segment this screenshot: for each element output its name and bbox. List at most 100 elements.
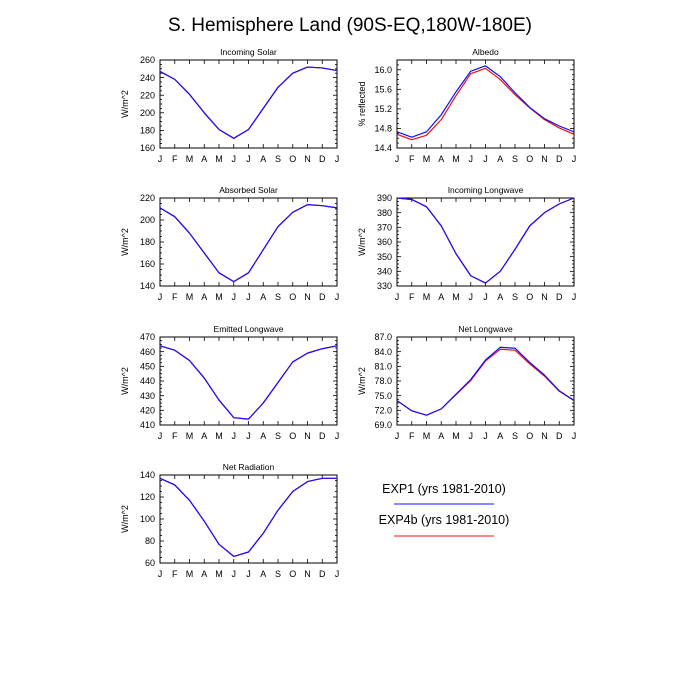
x-tick-label: S	[512, 431, 518, 441]
x-tick-label: D	[319, 154, 326, 164]
x-tick-label: J	[572, 431, 577, 441]
x-tick-label: J	[395, 154, 400, 164]
x-tick-label: J	[158, 292, 163, 302]
x-tick-label: M	[215, 154, 223, 164]
x-tick-label: M	[215, 292, 223, 302]
x-tick-label: M	[423, 431, 431, 441]
x-tick-label: A	[438, 292, 444, 302]
y-tick-label: 75.0	[374, 391, 392, 401]
x-tick-label: J	[469, 292, 474, 302]
x-tick-label: J	[246, 431, 251, 441]
y-axis-label: W/m^2	[120, 367, 130, 395]
x-tick-label: O	[526, 292, 533, 302]
panel-title: Absorbed Solar	[219, 185, 278, 195]
series-line-exp1	[396, 65, 575, 138]
panel-emitted-longwave: Emitted Longwave W/m^2 410 420 430 440 450 460 4…	[120, 324, 339, 441]
y-axis-label: % reflected	[357, 81, 367, 126]
x-tick-label: J	[335, 569, 340, 579]
panel-title: Emitted Longwave	[214, 324, 284, 334]
x-tick-label: O	[289, 431, 296, 441]
x-tick-label: M	[423, 292, 431, 302]
x-tick-label: N	[541, 431, 548, 441]
series-line-exp4b	[159, 66, 338, 139]
y-tick-label: 14.4	[374, 143, 392, 153]
x-tick-label: D	[319, 431, 326, 441]
x-tick-label: O	[526, 431, 533, 441]
y-tick-label: 16.0	[374, 65, 392, 75]
x-tick-label: A	[497, 292, 503, 302]
x-tick-label: N	[304, 292, 311, 302]
y-tick-label: 78.0	[374, 376, 392, 386]
y-tick-label: 360	[377, 237, 392, 247]
series-line-exp1	[159, 345, 338, 420]
x-tick-label: F	[409, 431, 415, 441]
x-tick-label: S	[512, 154, 518, 164]
x-tick-label: J	[158, 569, 163, 579]
plot-frame	[396, 336, 575, 426]
y-tick-label: 81.0	[374, 362, 392, 372]
y-tick-label: 330	[377, 281, 392, 291]
x-tick-label: M	[186, 154, 194, 164]
x-tick-label: J	[335, 292, 340, 302]
x-tick-label: D	[319, 569, 326, 579]
figure-title: S. Hemisphere Land (90S-EQ,180W-180E)	[168, 15, 532, 36]
x-tick-label: N	[304, 431, 311, 441]
x-tick-label: O	[289, 292, 296, 302]
y-tick-label: 15.6	[374, 85, 392, 95]
panel-title: Albedo	[472, 47, 499, 57]
y-tick-label: 390	[377, 193, 392, 203]
series-line-exp1	[159, 204, 338, 283]
x-tick-label: M	[215, 431, 223, 441]
x-tick-label: S	[512, 292, 518, 302]
y-tick-label: 100	[140, 514, 155, 524]
x-tick-label: A	[260, 569, 266, 579]
x-tick-label: J	[335, 154, 340, 164]
x-tick-label: J	[483, 292, 488, 302]
x-tick-label: D	[319, 292, 326, 302]
x-tick-label: M	[215, 569, 223, 579]
x-tick-label: F	[172, 569, 178, 579]
y-tick-label: 470	[140, 332, 155, 342]
y-tick-label: 69.0	[374, 420, 392, 430]
y-tick-label: 180	[140, 237, 155, 247]
x-tick-label: J	[232, 569, 237, 579]
plot-frame	[159, 336, 338, 426]
y-tick-label: 15.2	[374, 104, 392, 114]
panel-title: Incoming Solar	[220, 47, 277, 57]
y-axis-label: W/m^2	[120, 505, 130, 533]
panel-title: Net Radiation	[223, 462, 275, 472]
x-tick-label: N	[541, 292, 548, 302]
x-tick-label: S	[275, 431, 281, 441]
panel-title: Net Longwave	[458, 324, 513, 334]
x-tick-label: N	[541, 154, 548, 164]
y-tick-label: 200	[140, 215, 155, 225]
x-tick-label: A	[497, 431, 503, 441]
x-tick-label: J	[483, 154, 488, 164]
x-tick-label: M	[452, 292, 460, 302]
series-line-exp1	[159, 477, 337, 558]
y-tick-label: 260	[140, 55, 155, 65]
x-tick-label: J	[246, 292, 251, 302]
panel-incoming-longwave: Incoming Longwave W/m^2 330 340 350 360 370 380…	[357, 185, 576, 302]
x-tick-label: O	[289, 569, 296, 579]
x-tick-label: D	[556, 154, 563, 164]
x-tick-label: A	[260, 431, 266, 441]
y-axis-label: W/m^2	[120, 228, 130, 256]
x-tick-label: J	[395, 431, 400, 441]
y-tick-label: 240	[140, 73, 155, 83]
x-tick-label: J	[469, 154, 474, 164]
series-line-exp1	[159, 66, 338, 139]
x-tick-label: A	[201, 569, 207, 579]
x-tick-label: S	[275, 292, 281, 302]
y-tick-label: 380	[377, 208, 392, 218]
y-tick-label: 440	[140, 376, 155, 386]
series-line-exp4b	[159, 204, 338, 283]
x-tick-label: J	[158, 431, 163, 441]
x-tick-label: D	[556, 292, 563, 302]
plot-frame	[159, 59, 338, 149]
series-line-exp1	[396, 197, 575, 284]
x-tick-label: J	[335, 431, 340, 441]
y-tick-label: 180	[140, 126, 155, 136]
